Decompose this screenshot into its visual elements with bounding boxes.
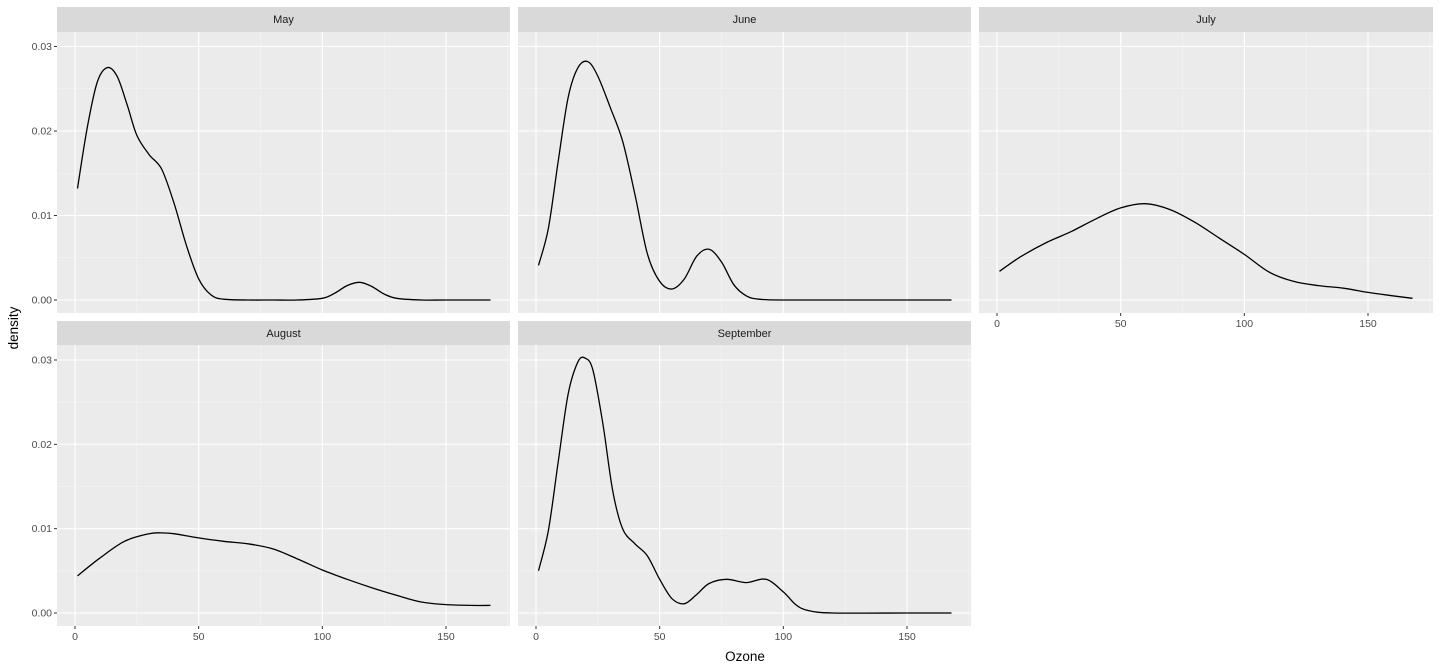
x-tick-label: 100 <box>775 631 793 643</box>
y-tick-label: 0.01 <box>32 210 53 222</box>
x-tick-label: 0 <box>994 318 1000 330</box>
facet-strip-label: June <box>733 14 757 26</box>
x-tick-label: 150 <box>437 631 455 643</box>
x-tick-label: 100 <box>314 631 332 643</box>
y-tick-label: 0.00 <box>32 608 53 620</box>
facet-panel-september: September 0 50 100 150 <box>518 321 971 643</box>
x-tick-label: 100 <box>1236 318 1254 330</box>
x-tick-label: 50 <box>1115 318 1127 330</box>
y-tick-label: 0.01 <box>32 523 53 535</box>
x-tick-label: 0 <box>72 631 78 643</box>
facet-strip <box>518 7 971 32</box>
plot-area <box>518 345 971 626</box>
y-tick-label: 0.00 <box>32 295 53 307</box>
facet-panel-july: July 0 50 100 150 <box>979 7 1433 330</box>
plot-area <box>518 32 971 313</box>
plot-area <box>979 32 1433 313</box>
x-tick-label: 150 <box>898 631 916 643</box>
density-line <box>77 532 491 607</box>
plot-area <box>57 32 510 313</box>
y-axis-title: density <box>6 306 21 349</box>
y-tick-label: 0.02 <box>32 439 53 451</box>
density-line <box>76 66 491 301</box>
density-line <box>537 60 952 301</box>
facet-strip <box>57 321 510 345</box>
density-line <box>999 203 1413 299</box>
x-tick-label: 50 <box>654 631 666 643</box>
x-tick-label: 150 <box>1359 318 1377 330</box>
plot-area <box>57 345 510 626</box>
x-tick-label: 0 <box>533 631 539 643</box>
facet-panel-august: August 0.00 0.01 0.02 0.03 0 50 100 150 <box>32 321 510 643</box>
facet-strip-label: May <box>273 14 294 26</box>
facet-strip-label: August <box>266 328 300 340</box>
density-line <box>537 356 952 614</box>
facet-panel-may: May 0.00 0.01 0.02 0.03 <box>32 7 510 313</box>
facet-strip-label: September <box>718 328 772 340</box>
y-tick-label: 0.03 <box>32 41 53 53</box>
x-tick-label: 50 <box>193 631 205 643</box>
facet-strip <box>979 7 1433 32</box>
x-axis-title: Ozone <box>725 649 765 664</box>
y-tick-label: 0.03 <box>32 355 53 367</box>
y-tick-label: 0.02 <box>32 126 53 138</box>
facet-strip-label: July <box>1196 14 1216 26</box>
facet-panel-june: June <box>518 7 971 313</box>
facet-strip <box>518 321 971 345</box>
facet-strip <box>57 7 510 32</box>
